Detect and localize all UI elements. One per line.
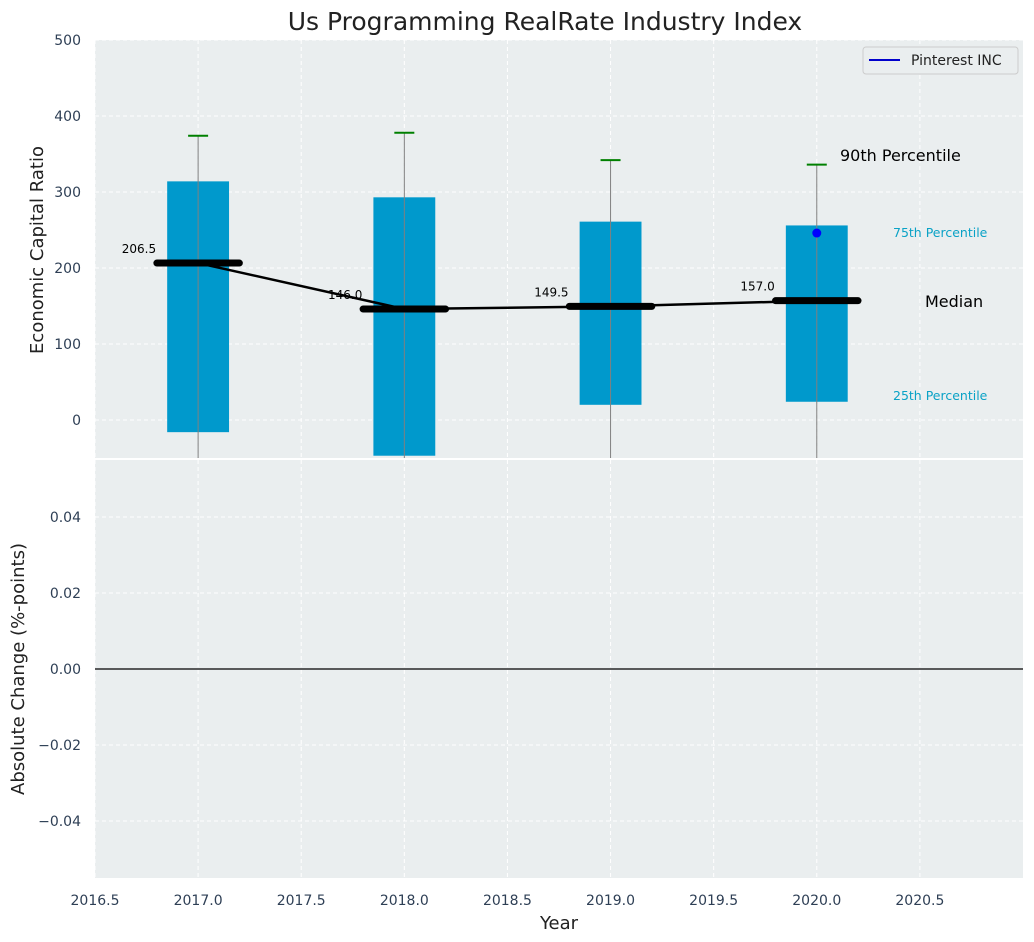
x-tick-label: 2016.5 [71, 893, 120, 909]
annotation-p90: 90th Percentile [840, 146, 961, 165]
top-y-axis-title: Economic Capital Ratio [27, 146, 48, 354]
top-y-tick-label: 100 [54, 337, 81, 353]
x-tick-label: 2020.5 [895, 893, 944, 909]
median-trend-line [197, 261, 817, 311]
top-y-tick-label: 200 [54, 261, 81, 277]
bottom-y-tick-label: −0.04 [38, 814, 81, 830]
top-y-tick-label: 300 [54, 185, 81, 201]
annotation-median: Median [925, 292, 983, 311]
x-axis-title: Year [539, 913, 579, 934]
legend: Pinterest INC [862, 46, 1019, 75]
company-points [812, 228, 822, 238]
median-trend [197, 261, 817, 311]
median-value-label: 206.5 [122, 242, 156, 256]
bottom-y-axis-title: Absolute Change (%-points) [8, 543, 29, 795]
x-tick-label: 2017.0 [174, 893, 223, 909]
median-value-label: 157.0 [740, 280, 774, 294]
top-y-tick-label: 500 [54, 33, 81, 49]
x-tick-label: 2019.5 [689, 893, 738, 909]
x-tick-label: 2019.0 [586, 893, 635, 909]
x-tick-label: 2018.5 [483, 893, 532, 909]
bottom-y-tick-label: 0.00 [50, 662, 81, 678]
bottom-y-tick-label: −0.02 [38, 738, 81, 754]
x-tick-label: 2020.0 [792, 893, 841, 909]
legend-box [862, 46, 1019, 75]
top-y-tick-label: 400 [54, 109, 81, 125]
company-point [812, 228, 822, 238]
bottom-y-tick-label: 0.04 [50, 510, 81, 526]
bottom-y-ticks: −0.04 −0.02 0.00 0.02 0.04 [38, 510, 81, 830]
x-ticks: 2016.5 2017.0 2017.5 2018.0 2018.5 2019.0 2019… [71, 893, 945, 909]
median-value-label: 149.5 [534, 285, 568, 299]
top-y-ticks: 0 100 200 300 400 500 [54, 33, 81, 429]
top-grid [94, 39, 1023, 458]
x-tick-label: 2017.5 [277, 893, 326, 909]
annotation-p25: 25th Percentile [893, 388, 988, 403]
x-tick-label: 2018.0 [380, 893, 429, 909]
top-plot-area [95, 40, 1023, 458]
chart-title: Us Programming RealRate Industry Index [288, 7, 802, 36]
annotation-p75: 75th Percentile [893, 225, 988, 240]
bottom-y-tick-label: 0.02 [50, 586, 81, 602]
top-y-tick-label: 0 [72, 413, 81, 429]
legend-label: Pinterest INC [911, 53, 1002, 69]
